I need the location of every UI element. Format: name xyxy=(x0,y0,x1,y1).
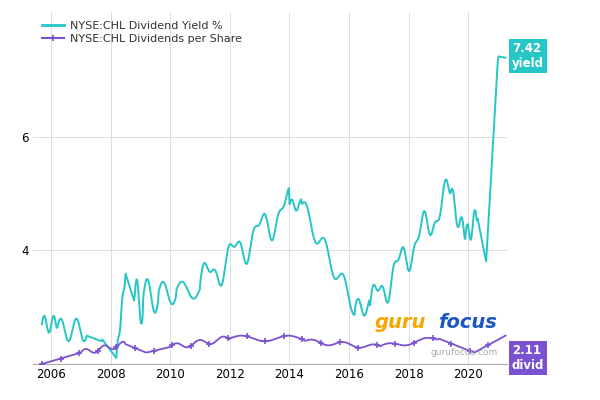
Legend: NYSE:CHL Dividend Yield %, NYSE:CHL Dividends per Share: NYSE:CHL Dividend Yield %, NYSE:CHL Divi… xyxy=(38,18,245,48)
Text: 2.11
divid: 2.11 divid xyxy=(512,344,544,372)
Text: focus: focus xyxy=(438,313,497,332)
Text: 7.42
yield: 7.42 yield xyxy=(512,42,544,70)
Text: gurufocus.com: gurufocus.com xyxy=(430,348,497,357)
Text: guru: guru xyxy=(374,313,425,332)
